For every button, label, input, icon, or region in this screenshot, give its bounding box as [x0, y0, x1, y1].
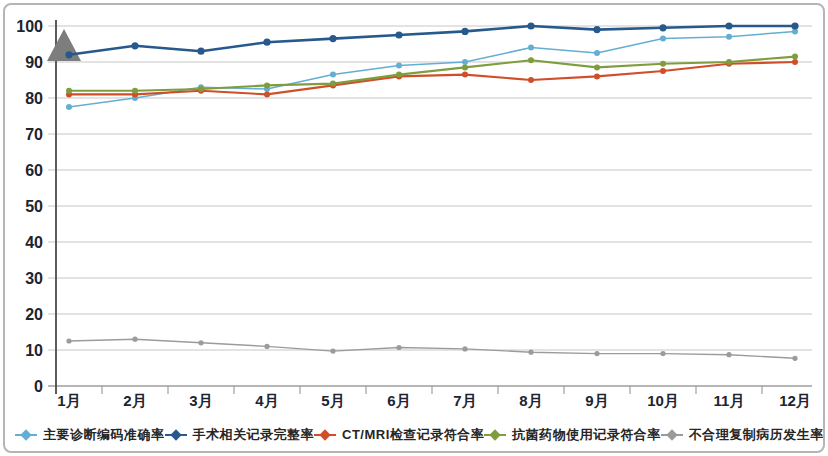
series-point [330, 349, 335, 354]
series-point [66, 88, 72, 94]
legend-item-0: 主要诊断编码准确率 [15, 426, 165, 444]
series-point [132, 337, 137, 342]
legend-label: 主要诊断编码准确率 [43, 426, 165, 444]
x-tick-label: 7月 [453, 392, 476, 409]
axis-arrow-up-icon [47, 29, 81, 61]
series-point [461, 28, 468, 35]
series-point [65, 51, 72, 58]
series-point [462, 59, 468, 65]
legend-marker-icon [484, 430, 506, 440]
legend-label: 抗菌药物使用记录符合率 [512, 426, 661, 444]
series-point [528, 45, 534, 51]
legend-label: CT/MRI检查记录符合率 [342, 426, 484, 444]
series-point [396, 72, 402, 78]
y-tick-label: 90 [25, 54, 43, 71]
series-point [659, 24, 666, 31]
series-point [527, 22, 534, 29]
series-point [197, 48, 204, 55]
legend-label: 不合理复制病历发生率 [689, 426, 824, 444]
legend-item-1: 手术相关记录完整率 [165, 426, 315, 444]
series-point [131, 42, 138, 49]
series-point [264, 91, 270, 97]
y-tick-label: 30 [25, 270, 43, 287]
series-point [462, 64, 468, 70]
series-point [593, 26, 600, 33]
series-point [528, 350, 533, 355]
legend-label: 手术相关记录完整率 [193, 426, 315, 444]
series-point [725, 22, 732, 29]
series-point [396, 63, 402, 69]
x-tick-label: 9月 [585, 392, 608, 409]
series-point [660, 36, 666, 42]
series-point [395, 31, 402, 38]
series-point [528, 57, 534, 63]
series-point [330, 72, 336, 78]
x-tick-label: 12月 [779, 392, 811, 409]
y-tick-label: 80 [25, 90, 43, 107]
chart-legend: 主要诊断编码准确率 手术相关记录完整率 CT/MRI检查记录符合率 抗菌药物使用记录符… [15, 426, 813, 444]
x-tick-label: 3月 [189, 392, 212, 409]
legend-marker-icon [165, 430, 187, 440]
series-point [264, 82, 270, 88]
series-point [594, 351, 599, 356]
series-point [66, 104, 72, 110]
series-point [792, 54, 798, 60]
series-point [132, 88, 138, 94]
series-point [726, 352, 731, 357]
series-point [660, 351, 665, 356]
series-point [329, 35, 336, 42]
series-point [660, 61, 666, 67]
x-tick-label: 5月 [321, 392, 344, 409]
series-point [792, 59, 798, 65]
x-tick-label: 6月 [387, 392, 410, 409]
series-point [264, 344, 269, 349]
series-point [792, 356, 797, 361]
y-tick-label: 60 [25, 162, 43, 179]
series-point [594, 73, 600, 79]
series-point [263, 39, 270, 46]
y-tick-label: 40 [25, 234, 43, 251]
series-point [330, 81, 336, 87]
x-tick-label: 11月 [714, 392, 745, 409]
y-tick-label: 50 [25, 198, 43, 215]
legend-marker-icon [15, 430, 37, 440]
series-point [462, 72, 468, 78]
legend-marker-icon [314, 430, 336, 440]
series-point [528, 77, 534, 83]
y-tick-label: 100 [16, 18, 43, 35]
series-point [396, 345, 401, 350]
legend-item-4: 不合理复制病历发生率 [661, 426, 824, 444]
series-point [462, 346, 467, 351]
series-line-1 [69, 26, 795, 55]
chart-frame: 0 10 20 30 40 50 60 70 80 90 100 1月 2月 3月 4月 5月 6月 7月 8月 9月… [3, 3, 825, 453]
legend-marker-icon [661, 430, 683, 440]
x-tick-label: 8月 [519, 392, 542, 409]
series-line-4 [69, 339, 795, 358]
x-tick-label: 4月 [255, 392, 278, 409]
y-tick-label: 70 [25, 126, 43, 143]
legend-item-2: CT/MRI检查记录符合率 [314, 426, 484, 444]
series-point [726, 59, 732, 65]
y-tick-label: 10 [25, 342, 43, 359]
series-point [198, 86, 204, 92]
x-tick-label: 2月 [123, 392, 146, 409]
series-point [66, 338, 71, 343]
y-tick-label: 20 [25, 306, 43, 323]
y-tick-label: 0 [34, 378, 43, 395]
series-point [594, 50, 600, 56]
series-point [791, 22, 798, 29]
series-point [660, 68, 666, 74]
series-point [594, 64, 600, 70]
legend-item-3: 抗菌药物使用记录符合率 [484, 426, 661, 444]
chart-canvas: 0 10 20 30 40 50 60 70 80 90 100 1月 2月 3月 4月 5月 6月 7月 8月 9月… [5, 5, 825, 447]
series-point [198, 340, 203, 345]
x-tick-label: 1月 [57, 392, 80, 409]
x-tick-label: 10月 [647, 392, 679, 409]
series-point [726, 34, 732, 40]
